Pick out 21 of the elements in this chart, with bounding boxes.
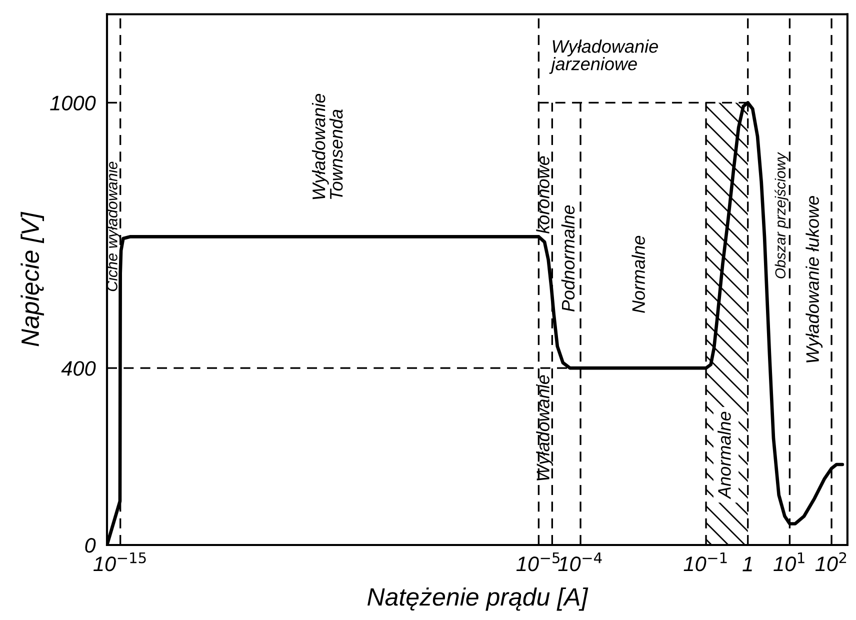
x-tick-label: 10$^{2}$ xyxy=(815,552,846,572)
x-tick-label: 10$^{−1}$ xyxy=(684,552,727,572)
annotation: koronowe xyxy=(536,156,550,234)
y-tick-label: 0 xyxy=(85,538,96,553)
x-tick-label: 10$^{−15}$ xyxy=(93,552,146,572)
y-tick-label: 400 xyxy=(61,361,96,376)
annotation: Anormalne xyxy=(718,412,731,500)
annotation: Wyładowanie Townsenda xyxy=(312,94,343,200)
annotation: Wyładowanie xyxy=(536,375,554,480)
annotation: Podnormalne xyxy=(561,205,575,312)
y-axis-title: Napięcie [V] xyxy=(20,212,44,346)
x-tick-label: 10$^{−5}$ xyxy=(516,552,560,572)
x-axis-title: Natężenie prądu [A] xyxy=(368,587,588,611)
annotation: Wyładowanie jarzeniowe xyxy=(549,40,658,74)
y-tick-label: 1000 xyxy=(50,96,96,110)
x-tick-label: 10$^{−4}$ xyxy=(558,552,602,572)
annotation: Obszar przejściowy xyxy=(774,152,788,278)
annotation: Wyładowanie łukowe xyxy=(806,196,823,362)
x-tick-label: 1 xyxy=(742,556,752,572)
annotation: Normalne xyxy=(632,236,645,313)
x-tick-label: 10$^{1}$ xyxy=(774,552,804,572)
